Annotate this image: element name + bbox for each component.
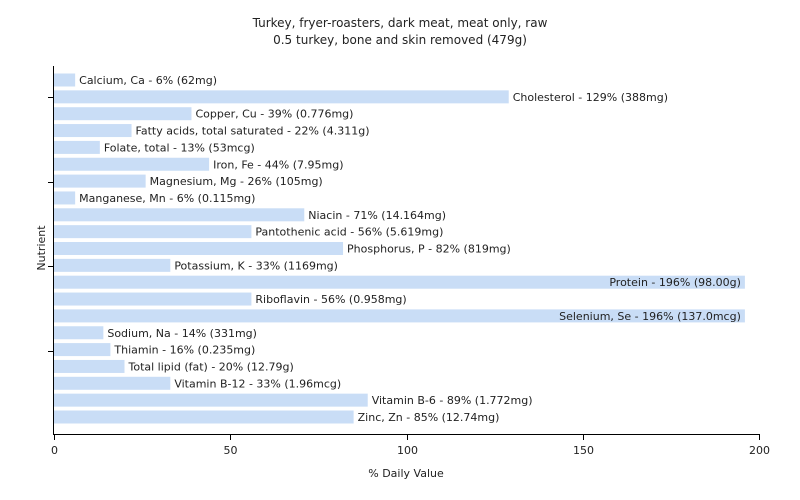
bar [54, 292, 252, 306]
y-ticks-group [48, 97, 54, 352]
bar-label: Manganese, Mn - 6% (0.115mg) [79, 192, 255, 205]
x-tick-label: 0 [51, 444, 58, 457]
chart-subtitle: 0.5 turkey, bone and skin removed (479g) [273, 33, 527, 47]
bar [54, 275, 745, 289]
bar-label: Vitamin B-6 - 89% (1.772mg) [372, 394, 533, 407]
bar-label: Protein - 196% (98.00g) [609, 276, 741, 289]
bar [54, 258, 171, 272]
bar [54, 157, 210, 171]
bar [54, 174, 146, 188]
bar-labels-group: Calcium, Ca - 6% (62mg) Cholesterol - 129… [79, 74, 741, 424]
bar [54, 309, 745, 323]
x-tick-label: 100 [397, 444, 418, 457]
bar-label: Copper, Cu - 39% (0.776mg) [195, 108, 353, 121]
bar [54, 225, 252, 239]
bar [54, 124, 132, 138]
bar [54, 140, 100, 154]
bar-label: Iron, Fe - 44% (7.95mg) [213, 158, 343, 171]
bar-label: Niacin - 71% (14.164mg) [308, 209, 446, 222]
bar-label: Fatty acids, total saturated - 22% (4.31… [136, 125, 370, 138]
y-axis-label: Nutrient [35, 225, 48, 271]
bar [54, 90, 509, 104]
x-tick-label: 150 [573, 444, 594, 457]
bars-group [54, 73, 745, 424]
bar-label: Calcium, Ca - 6% (62mg) [79, 74, 217, 87]
bar-label: Selenium, Se - 196% (137.0mcg) [559, 310, 741, 323]
bar-label: Folate, total - 13% (53mcg) [104, 141, 255, 154]
bar [54, 326, 104, 340]
bar [54, 376, 171, 390]
x-ticks-group: 0 50 100 150 200 [51, 434, 770, 457]
chart-title: Turkey, fryer-roasters, dark meat, meat … [252, 16, 548, 30]
bar [54, 208, 305, 222]
bar [54, 107, 192, 121]
bar [54, 242, 344, 255]
bar [54, 393, 368, 407]
bar-label: Sodium, Na - 14% (331mg) [107, 327, 257, 340]
bar-label: Thiamin - 16% (0.235mg) [113, 344, 255, 357]
bar-label: Magnesium, Mg - 26% (105mg) [150, 175, 323, 188]
bar-label: Phosphorus, P - 82% (819mg) [347, 243, 511, 256]
bar [54, 410, 354, 424]
bar-label: Cholesterol - 129% (388mg) [513, 91, 668, 104]
bar-label: Zinc, Zn - 85% (12.74mg) [358, 411, 500, 424]
bar [54, 73, 76, 87]
bar-label: Pantothenic acid - 56% (5.619mg) [255, 226, 443, 239]
bar-label: Potassium, K - 33% (1169mg) [174, 259, 338, 272]
x-tick-label: 50 [224, 444, 238, 457]
bar-label: Vitamin B-12 - 33% (1.96mcg) [174, 377, 341, 390]
x-axis-label: % Daily Value [368, 467, 444, 480]
bar [54, 343, 111, 357]
bar-label: Riboflavin - 56% (0.958mg) [255, 293, 406, 306]
bar-label: Total lipid (fat) - 20% (12.79g) [128, 360, 294, 373]
bar [54, 359, 125, 373]
x-tick-label: 200 [749, 444, 770, 457]
bar [54, 191, 76, 205]
